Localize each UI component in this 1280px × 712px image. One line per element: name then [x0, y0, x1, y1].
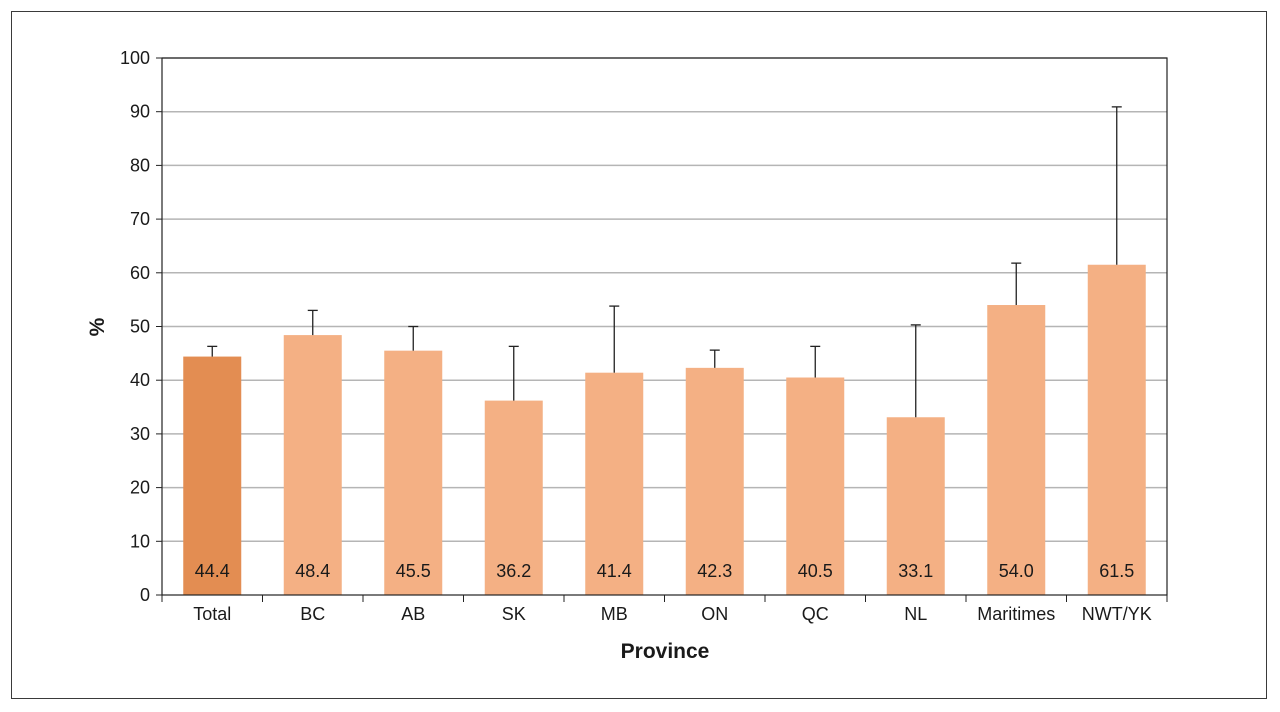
y-tick-label: 90 [130, 102, 150, 122]
error-bars [207, 107, 1122, 417]
data-label: 41.4 [597, 561, 632, 581]
y-tick-label: 0 [140, 585, 150, 605]
x-tick-label: QC [802, 604, 829, 624]
y-tick-label: 100 [120, 48, 150, 68]
y-tick-label: 80 [130, 155, 150, 175]
x-tick-label: NWT/YK [1082, 604, 1152, 624]
y-tick-label: 30 [130, 424, 150, 444]
bar-nwt-yk [1088, 265, 1146, 595]
bars [183, 265, 1146, 595]
data-label: 40.5 [798, 561, 833, 581]
bar-bc [284, 335, 342, 595]
bar-total [183, 357, 241, 595]
x-tick-label: NL [904, 604, 927, 624]
x-axis-title: Province [621, 640, 710, 663]
x-tick-label: BC [300, 604, 325, 624]
x-tick-label: MB [601, 604, 628, 624]
y-axis-title: % [86, 317, 109, 336]
data-label: 36.2 [496, 561, 531, 581]
data-label: 44.4 [195, 561, 230, 581]
y-tick-label: 50 [130, 317, 150, 337]
y-tick-label: 60 [130, 263, 150, 283]
y-tick-label: 40 [130, 370, 150, 390]
data-label: 54.0 [999, 561, 1034, 581]
x-tick-label: Total [193, 604, 231, 624]
y-tick-label: 20 [130, 478, 150, 498]
data-label: 45.5 [396, 561, 431, 581]
x-tick-label: AB [401, 604, 425, 624]
data-label: 42.3 [697, 561, 732, 581]
x-tick-label: SK [502, 604, 526, 624]
data-label: 61.5 [1099, 561, 1134, 581]
data-label: 33.1 [898, 561, 933, 581]
y-tick-label: 70 [130, 209, 150, 229]
y-tick-label: 10 [130, 531, 150, 551]
bar-maritimes [987, 305, 1045, 595]
x-tick-label: ON [701, 604, 728, 624]
data-label: 48.4 [295, 561, 330, 581]
x-tick-label: Maritimes [977, 604, 1055, 624]
bar-ab [384, 351, 442, 595]
